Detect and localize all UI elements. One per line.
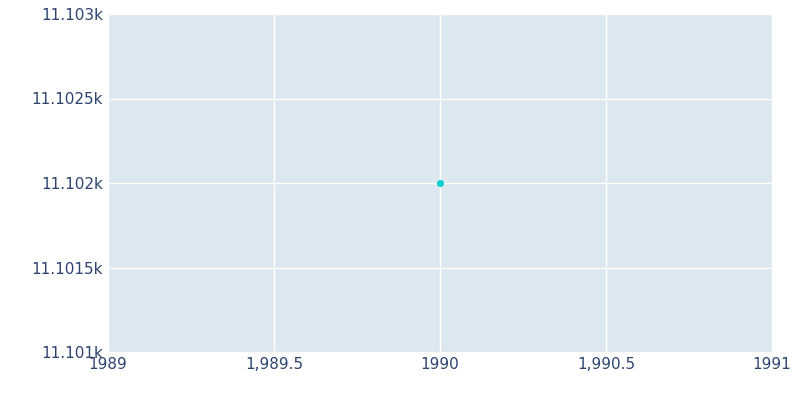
- Point: [434, 180, 446, 186]
